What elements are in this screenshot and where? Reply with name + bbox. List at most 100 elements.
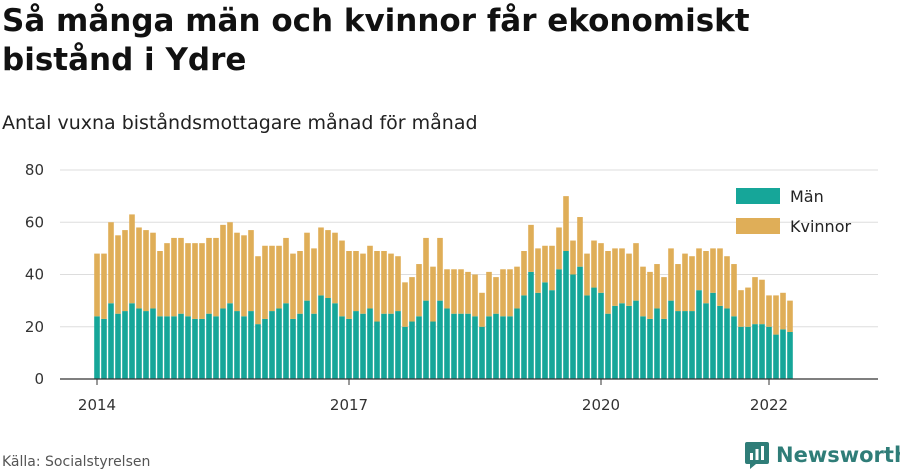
bar-women bbox=[626, 253, 632, 306]
bar-men bbox=[430, 321, 436, 379]
bar-men bbox=[255, 324, 261, 379]
bar-women bbox=[773, 295, 779, 335]
bar-men bbox=[675, 311, 681, 379]
bar-men bbox=[773, 334, 779, 379]
bar-women bbox=[507, 269, 513, 317]
bar-women bbox=[654, 264, 660, 309]
bar-women bbox=[185, 243, 191, 317]
bar-men bbox=[290, 318, 296, 379]
bar-men bbox=[353, 311, 359, 379]
bar-women bbox=[220, 224, 226, 309]
bar-men bbox=[171, 316, 177, 379]
bar-women bbox=[325, 230, 331, 299]
bar-men bbox=[129, 303, 135, 379]
bar-men bbox=[528, 271, 534, 379]
bar-women bbox=[402, 282, 408, 327]
bar-women bbox=[542, 245, 548, 283]
bar-women bbox=[605, 250, 611, 314]
bar-men bbox=[556, 269, 562, 379]
bar-women bbox=[374, 250, 380, 322]
bar-women bbox=[339, 240, 345, 317]
bar-men bbox=[472, 316, 478, 379]
bar-women bbox=[290, 253, 296, 319]
bar-women bbox=[549, 245, 555, 291]
stacked-bar-chart: 0 20 40 60 80 2014 2017 2020 2022 Män Kvinnor bbox=[25, 161, 878, 414]
bar-women bbox=[563, 196, 569, 251]
bar-women bbox=[451, 269, 457, 314]
legend-label-women: Kvinnor bbox=[790, 217, 851, 236]
bar-men bbox=[311, 313, 317, 379]
bar-men bbox=[262, 318, 268, 379]
bar-men bbox=[479, 326, 485, 379]
y-tick-label: 60 bbox=[25, 213, 44, 231]
bar-men bbox=[192, 318, 198, 379]
bar-women bbox=[752, 277, 758, 325]
bar-men bbox=[780, 329, 786, 379]
bar-women bbox=[556, 227, 562, 270]
bar-women bbox=[94, 253, 100, 317]
bar-women bbox=[745, 287, 751, 327]
y-tick-label: 40 bbox=[25, 266, 44, 284]
bar-men bbox=[227, 303, 233, 379]
bar-women bbox=[472, 274, 478, 317]
bar-women bbox=[479, 292, 485, 327]
bar-men bbox=[283, 303, 289, 379]
bar-women bbox=[367, 245, 373, 309]
bar-women bbox=[584, 253, 590, 296]
bar-women bbox=[682, 253, 688, 312]
bar-women bbox=[129, 214, 135, 304]
bar-women bbox=[689, 256, 695, 312]
bar-women bbox=[388, 253, 394, 314]
bar-men bbox=[745, 326, 751, 379]
legend-label-men: Män bbox=[790, 187, 824, 206]
bar-men bbox=[535, 292, 541, 379]
bar-women bbox=[332, 232, 338, 304]
bar-women bbox=[787, 300, 793, 332]
bar-women bbox=[696, 248, 702, 291]
bar-women bbox=[738, 290, 744, 327]
x-tick-label: 2014 bbox=[78, 396, 116, 414]
bar-women bbox=[423, 237, 429, 301]
bar-men bbox=[339, 316, 345, 379]
bar-men bbox=[101, 318, 107, 379]
bar-women bbox=[227, 222, 233, 304]
bar-women bbox=[668, 248, 674, 301]
bar-men bbox=[584, 295, 590, 379]
bar-men bbox=[696, 290, 702, 379]
bar-women bbox=[213, 237, 219, 317]
bar-men bbox=[661, 318, 667, 379]
bar-men bbox=[360, 313, 366, 379]
bar-women bbox=[150, 232, 156, 309]
bar-women bbox=[710, 248, 716, 293]
bar-women bbox=[521, 250, 527, 296]
bar-men bbox=[199, 318, 205, 379]
newsworthy-logo-icon bbox=[745, 442, 769, 469]
bar-women bbox=[122, 230, 128, 312]
bar-men bbox=[157, 316, 163, 379]
bars-layer bbox=[94, 196, 793, 380]
bar-men bbox=[437, 300, 443, 380]
bar-men bbox=[185, 316, 191, 379]
bar-men bbox=[766, 326, 772, 379]
bar-men bbox=[612, 305, 618, 379]
bar-men bbox=[710, 292, 716, 379]
bar-women bbox=[269, 245, 275, 312]
bar-men bbox=[563, 250, 569, 379]
bar-women bbox=[724, 256, 730, 309]
legend-swatch-men bbox=[736, 188, 780, 204]
bar-men bbox=[402, 326, 408, 379]
bar-women bbox=[465, 271, 471, 314]
bar-men bbox=[787, 331, 793, 379]
bar-men bbox=[605, 313, 611, 379]
bar-women bbox=[108, 222, 114, 304]
bar-men bbox=[206, 313, 212, 379]
bar-men bbox=[549, 290, 555, 379]
brand-logo[interactable]: Newsworthy bbox=[744, 440, 900, 470]
bar-men bbox=[654, 308, 660, 379]
bar-women bbox=[206, 237, 212, 314]
bar-men bbox=[304, 300, 310, 380]
bar-women bbox=[283, 237, 289, 304]
bar-women bbox=[780, 292, 786, 330]
bar-men bbox=[332, 303, 338, 379]
x-tick-label: 2022 bbox=[750, 396, 788, 414]
